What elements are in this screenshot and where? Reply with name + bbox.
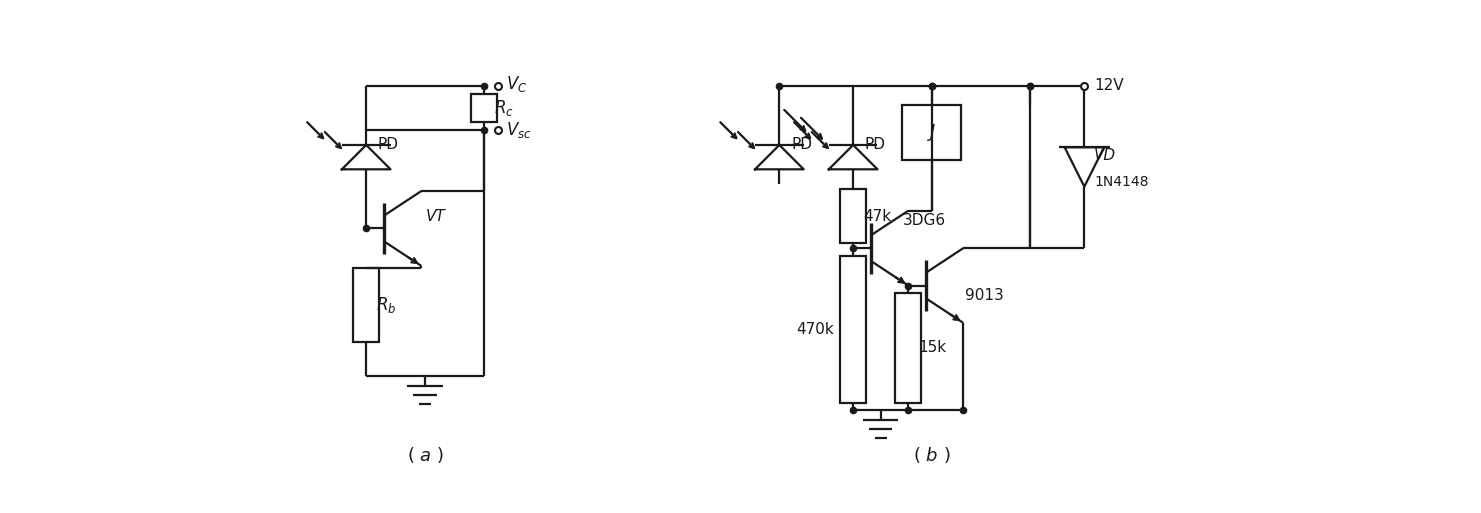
Text: $V_C$: $V_C$ [507,74,527,94]
Bar [840,256,866,403]
Text: $R_c$: $R_c$ [495,98,514,118]
Text: VT: VT [427,209,446,224]
Text: $( \ a \ )$: $( \ a \ )$ [407,445,444,465]
Text: PD: PD [378,137,398,152]
Text: $J$: $J$ [927,122,936,143]
Text: 9013: 9013 [966,288,1004,303]
Text: 47k: 47k [863,209,892,224]
Bar [896,293,921,403]
Text: $( \ b \ )$: $( \ b \ )$ [914,445,951,465]
Bar [902,106,961,160]
Text: 1N4148: 1N4148 [1094,175,1149,189]
Text: 12V: 12V [1094,78,1124,93]
Text: 15k: 15k [918,341,946,356]
Bar [354,268,379,342]
Bar [471,94,498,122]
Text: VD: VD [1094,148,1117,163]
Text: PD: PD [791,137,812,152]
Bar [840,189,866,243]
Text: 3DG6: 3DG6 [903,213,946,228]
Text: $V_{sc}$: $V_{sc}$ [507,120,532,140]
Text: PD: PD [865,137,886,152]
Text: 470k: 470k [797,322,834,337]
Text: $R_b$: $R_b$ [376,294,397,314]
